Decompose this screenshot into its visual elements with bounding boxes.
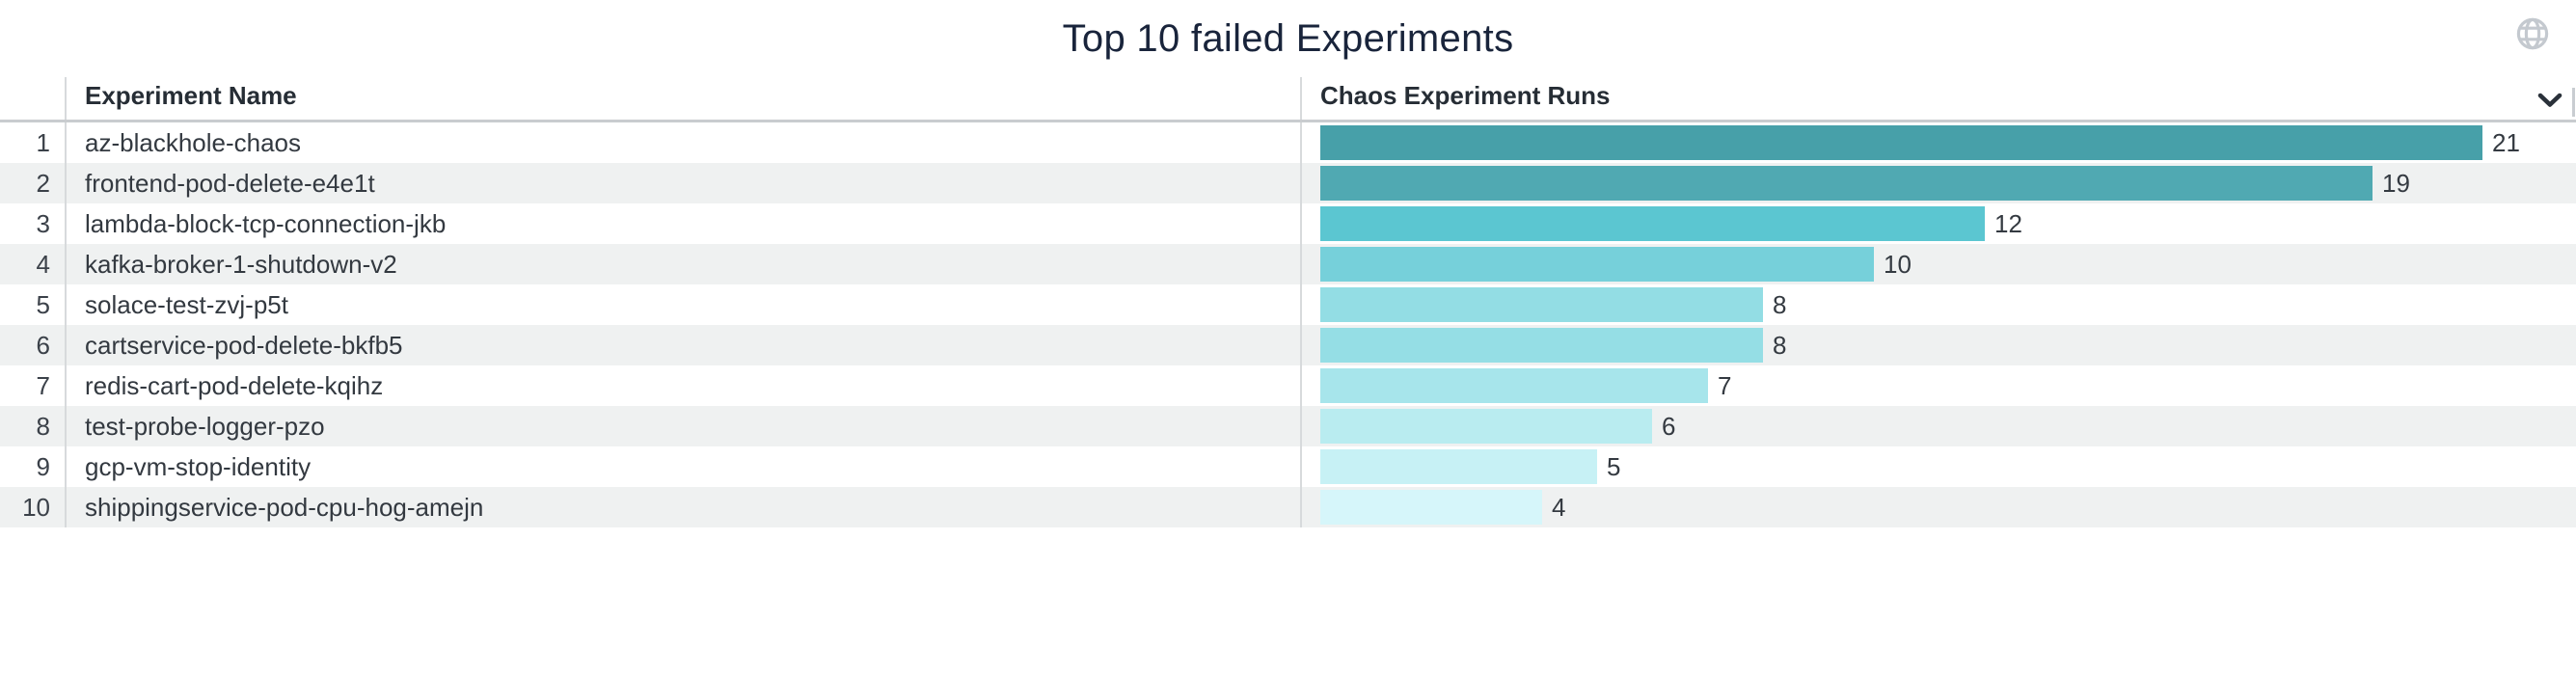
row-rank: 3 bbox=[0, 203, 67, 244]
bar bbox=[1320, 247, 1874, 282]
bar bbox=[1320, 368, 1708, 403]
row-bar-cell: 6 bbox=[1302, 406, 2576, 446]
table-row: 1 az-blackhole-chaos 21 bbox=[0, 122, 2576, 163]
bar-value-label: 21 bbox=[2492, 127, 2520, 157]
chevron-down-icon[interactable] bbox=[2537, 93, 2562, 108]
row-bar-cell: 21 bbox=[1302, 122, 2576, 163]
row-name: cartservice-pod-delete-bkfb5 bbox=[67, 325, 1302, 365]
row-rank: 8 bbox=[0, 406, 67, 446]
bar-value-label: 5 bbox=[1607, 451, 1621, 481]
bar-value-label: 7 bbox=[1718, 370, 1732, 400]
row-name: gcp-vm-stop-identity bbox=[67, 446, 1302, 487]
bar bbox=[1320, 449, 1597, 484]
table-row: 10 shippingservice-pod-cpu-hog-amejn 4 bbox=[0, 487, 2576, 527]
row-name: frontend-pod-delete-e4e1t bbox=[67, 163, 1302, 203]
bar-value-label: 8 bbox=[1773, 289, 1787, 319]
row-bar-cell: 10 bbox=[1302, 244, 2576, 284]
row-rank: 4 bbox=[0, 244, 67, 284]
row-name: az-blackhole-chaos bbox=[67, 122, 1302, 163]
table-row: 8 test-probe-logger-pzo 6 bbox=[0, 406, 2576, 446]
row-rank: 2 bbox=[0, 163, 67, 203]
row-rank: 10 bbox=[0, 487, 67, 527]
row-name: kafka-broker-1-shutdown-v2 bbox=[67, 244, 1302, 284]
bar bbox=[1320, 287, 1763, 322]
scrollbar-handle[interactable] bbox=[2572, 88, 2575, 117]
bar bbox=[1320, 206, 1985, 241]
row-bar-cell: 4 bbox=[1302, 487, 2576, 527]
bar-value-label: 12 bbox=[1994, 208, 2022, 238]
bar bbox=[1320, 328, 1763, 363]
table-body: 1 az-blackhole-chaos 21 2 frontend-pod-d… bbox=[0, 122, 2576, 527]
globe-icon bbox=[2516, 17, 2549, 50]
table-header-row: Experiment Name Chaos Experiment Runs bbox=[0, 77, 2576, 122]
bar-value-label: 6 bbox=[1662, 411, 1676, 441]
row-name: shippingservice-pod-cpu-hog-amejn bbox=[67, 487, 1302, 527]
row-name: redis-cart-pod-delete-kqihz bbox=[67, 365, 1302, 406]
table-row: 2 frontend-pod-delete-e4e1t 19 bbox=[0, 163, 2576, 203]
row-bar-cell: 8 bbox=[1302, 325, 2576, 365]
row-bar-cell: 5 bbox=[1302, 446, 2576, 487]
bar-value-label: 10 bbox=[1884, 249, 1912, 279]
row-bar-cell: 7 bbox=[1302, 365, 2576, 406]
bar-value-label: 4 bbox=[1552, 492, 1566, 522]
experiment-name-column-label: Experiment Name bbox=[85, 81, 297, 110]
panel-title: Top 10 failed Experiments bbox=[1062, 17, 1514, 60]
bar-value-label: 19 bbox=[2382, 168, 2410, 198]
row-name: test-probe-logger-pzo bbox=[67, 406, 1302, 446]
row-bar-cell: 8 bbox=[1302, 284, 2576, 325]
row-name: solace-test-zvj-p5t bbox=[67, 284, 1302, 325]
bar bbox=[1320, 409, 1652, 444]
bar-value-label: 8 bbox=[1773, 330, 1787, 360]
table-row: 9 gcp-vm-stop-identity 5 bbox=[0, 446, 2576, 487]
row-rank: 1 bbox=[0, 122, 67, 163]
experiments-table: Experiment Name Chaos Experiment Runs 1 … bbox=[0, 77, 2576, 527]
bar bbox=[1320, 125, 2482, 160]
table-row: 3 lambda-block-tcp-connection-jkb 12 bbox=[0, 203, 2576, 244]
bar bbox=[1320, 490, 1542, 525]
experiment-name-column-header[interactable]: Experiment Name bbox=[67, 77, 1302, 120]
row-rank: 7 bbox=[0, 365, 67, 406]
chaos-runs-column-label: Chaos Experiment Runs bbox=[1320, 81, 1611, 110]
chaos-runs-column-header[interactable]: Chaos Experiment Runs bbox=[1302, 77, 2576, 120]
row-name: lambda-block-tcp-connection-jkb bbox=[67, 203, 1302, 244]
row-bar-cell: 19 bbox=[1302, 163, 2576, 203]
table-row: 4 kafka-broker-1-shutdown-v2 10 bbox=[0, 244, 2576, 284]
row-rank: 6 bbox=[0, 325, 67, 365]
table-row: 5 solace-test-zvj-p5t 8 bbox=[0, 284, 2576, 325]
row-bar-cell: 12 bbox=[1302, 203, 2576, 244]
rank-column-header bbox=[0, 77, 67, 120]
row-rank: 5 bbox=[0, 284, 67, 325]
bar bbox=[1320, 166, 2373, 201]
table-row: 6 cartservice-pod-delete-bkfb5 8 bbox=[0, 325, 2576, 365]
table-row: 7 redis-cart-pod-delete-kqihz 7 bbox=[0, 365, 2576, 406]
row-rank: 9 bbox=[0, 446, 67, 487]
